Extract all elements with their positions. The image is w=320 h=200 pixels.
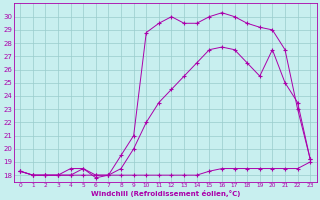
X-axis label: Windchill (Refroidissement éolien,°C): Windchill (Refroidissement éolien,°C): [91, 190, 240, 197]
